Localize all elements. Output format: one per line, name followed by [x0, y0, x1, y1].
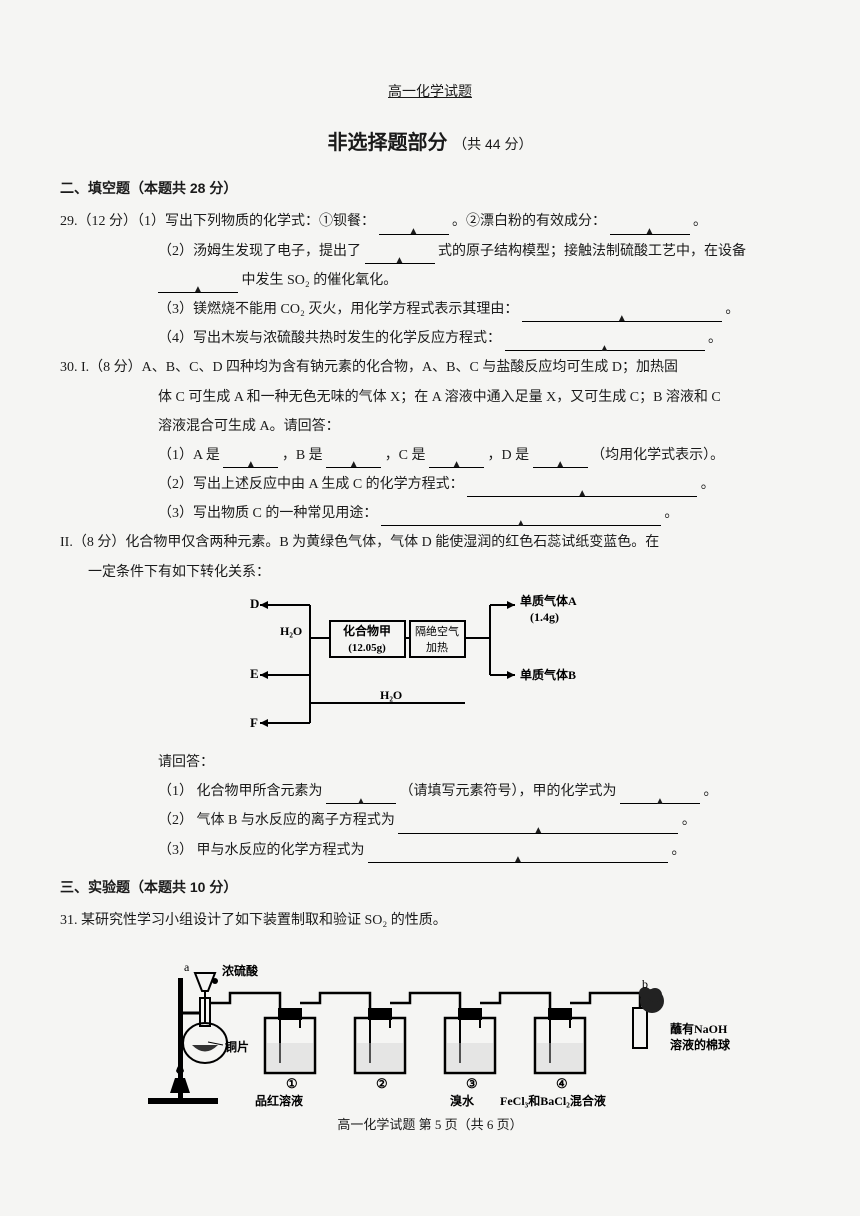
q30ii-1c: 。: [704, 784, 718, 799]
heat-label: 加热: [426, 641, 448, 654]
q30ii-1: （1） 化合物甲所含元素为 （请填写元素符号），甲的化学式为 。: [60, 779, 800, 804]
blank: [505, 335, 705, 352]
b4-label: FeCl₃和BaCl₂混合液: [500, 1093, 606, 1108]
q30ii-3a: （3） 甲与水反应的化学方程式为: [158, 843, 365, 858]
b2-num: ②: [376, 1076, 388, 1091]
blank: [365, 247, 435, 264]
blank: [379, 218, 449, 235]
bottle-2: ②: [355, 1008, 405, 1091]
q29-3: （3）镁燃烧不能用 CO₂ 灭火，用化学方程式表示其理由： 。: [60, 297, 800, 322]
q30ii-1b: （请填写元素符号），甲的化学式为: [400, 784, 617, 799]
b4-num: ④: [556, 1076, 568, 1091]
q30-3b: 。: [664, 506, 678, 521]
section-points: （共 44 分）: [453, 136, 532, 152]
q29-2c: 中发生 SO₂ 的催化氧化。: [60, 268, 800, 293]
b1-label: 品红溶液: [255, 1093, 303, 1108]
q30ii-2b: 。: [682, 813, 696, 828]
q30ii-2a: （2） 气体 B 与水反应的离子方程式为: [158, 813, 395, 828]
apparatus-diagram: a 浓硫酸 铜片 ① 品红溶液 ②: [130, 943, 730, 1132]
q30ii-lead: II.（8 分）化合物甲仅含两种元素。B 为黄绿色气体，气体 D 能使湿润的红色…: [60, 530, 800, 555]
q30ii-pre: 请回答：: [60, 750, 800, 775]
h2o-label-2: H₂O: [380, 688, 402, 702]
subsection-3: 三、实验题（本题共 10 分）: [60, 875, 800, 900]
q30-2: （2）写出上述反应中由 A 生成 C 的化学方程式： 。: [60, 472, 800, 497]
blank: [398, 817, 678, 834]
q30ii-3b: 。: [672, 843, 686, 858]
gas-a-mass: (1.4g): [530, 610, 559, 624]
h2o-label-1: H₂O: [280, 624, 302, 638]
q30-1b: ，B 是: [282, 448, 323, 463]
section-title-text: 非选择题部分: [328, 132, 448, 154]
naoh-1: 蘸有NaOH: [670, 1021, 728, 1036]
q30-1a: （1）A 是: [158, 448, 220, 463]
blank: [158, 276, 238, 293]
f-label: F: [250, 715, 258, 730]
q30ii-2: （2） 气体 B 与水反应的离子方程式为 。: [60, 808, 800, 833]
q30-3a: （3）写出物质 C 的一种常见用途：: [158, 506, 377, 521]
compound-label: 化合物甲: [343, 623, 391, 638]
gas-b-label: 单质气体B: [520, 667, 576, 682]
subsection-2: 二、填空题（本题共 28 分）: [60, 176, 800, 201]
q29-2: （2）汤姆生发现了电子，提出了 式的原子结构模型；接触法制硫酸工艺中，在设备: [60, 239, 800, 264]
q29-2c-text: 中发生 SO₂ 的催化氧化。: [242, 273, 398, 288]
compound-mass: (12.05g): [348, 642, 386, 654]
bottle-3: ③ 溴水: [445, 1008, 495, 1108]
q30-1: （1）A 是 ，B 是 ，C 是 ，D 是 （均用化学式表示）。: [60, 443, 800, 468]
section-title: 非选择题部分 （共 44 分）: [60, 125, 800, 161]
page-footer: 高一化学试题 第 5 页（共 6 页）: [0, 1113, 860, 1136]
blank: [522, 305, 722, 322]
page-header: 高一化学试题: [60, 80, 800, 105]
blank: [326, 788, 396, 805]
q30-2a: （2）写出上述反应中由 A 生成 C 的化学方程式：: [158, 477, 464, 492]
b3-num: ③: [466, 1076, 478, 1091]
b3-label: 溴水: [450, 1093, 475, 1108]
blank: [620, 788, 700, 805]
q29-2b: 式的原子结构模型；接触法制硫酸工艺中，在设备: [438, 244, 746, 259]
acid-label: 浓硫酸: [222, 963, 259, 978]
q31: 31. 某研究性学习小组设计了如下装置制取和验证 SO₂ 的性质。: [60, 908, 800, 933]
q29-3a: （3）镁燃烧不能用 CO₂ 灭火，用化学方程式表示其理由：: [158, 302, 518, 317]
blank: [368, 846, 668, 863]
q30-l2: 体 C 可生成 A 和一种无色无味的气体 X；在 A 溶液中通入足量 X，又可生…: [60, 385, 800, 410]
q29-4b: 。: [708, 331, 722, 346]
a-label: a: [184, 960, 190, 974]
blank: [326, 451, 381, 468]
cond-label: 隔绝空气: [415, 624, 459, 638]
q29-1c: 。: [693, 214, 707, 229]
blank: [223, 451, 278, 468]
q30ii-1a: （1） 化合物甲所含元素为: [158, 784, 323, 799]
q30-lead: 30. I.（8 分）A、B、C、D 四种均为含有钠元素的化合物，A、B、C 与…: [60, 355, 800, 380]
q30ii-3: （3） 甲与水反应的化学方程式为 。: [60, 838, 800, 863]
e-label: E: [250, 666, 259, 681]
q29-4: （4）写出木炭与浓硫酸共热时发生的化学反应方程式： 。: [60, 326, 800, 351]
b-label2: b: [642, 977, 648, 991]
q30-1e: （均用化学式表示）。: [591, 448, 724, 463]
q30-1d: ，D 是: [488, 448, 530, 463]
blank: [533, 451, 588, 468]
q30-l3: 溶液混合可生成 A。请回答：: [60, 414, 800, 439]
q29-3b: 。: [725, 302, 739, 317]
q29: 29.（12 分）（1）写出下列物质的化学式：①钡餐： 。②漂白粉的有效成分： …: [60, 209, 800, 234]
bottle-4: ④ FeCl₃和BaCl₂混合液: [500, 1008, 606, 1108]
b1-num: ①: [286, 1076, 298, 1091]
d-label: D: [250, 596, 259, 611]
copper-label: 铜片: [225, 1039, 249, 1054]
naoh-2: 溶液的棉球: [670, 1037, 731, 1052]
q29-4a: （4）写出木炭与浓硫酸共热时发生的化学反应方程式：: [158, 331, 501, 346]
blank: [467, 480, 697, 497]
reaction-diagram: D E H₂O 化合物甲 (12.05g) 隔绝空气 加热 单质气体A (1.4…: [250, 593, 610, 742]
blank: [429, 451, 484, 468]
blank: [381, 510, 661, 527]
q30-2b: 。: [701, 477, 715, 492]
gas-a-label: 单质气体A: [520, 593, 577, 608]
q29-1b: 。②漂白粉的有效成分：: [452, 214, 606, 229]
q30ii-l2: 一定条件下有如下转化关系：: [60, 560, 800, 585]
q30-1c: ，C 是: [385, 448, 426, 463]
q29-2a: （2）汤姆生发现了电子，提出了: [158, 244, 361, 259]
blank: [610, 218, 690, 235]
q29-1a: 29.（12 分）（1）写出下列物质的化学式：①钡餐：: [60, 214, 375, 229]
bottle-1: ① 品红溶液: [255, 1008, 315, 1108]
q30-3: （3）写出物质 C 的一种常见用途： 。: [60, 501, 800, 526]
